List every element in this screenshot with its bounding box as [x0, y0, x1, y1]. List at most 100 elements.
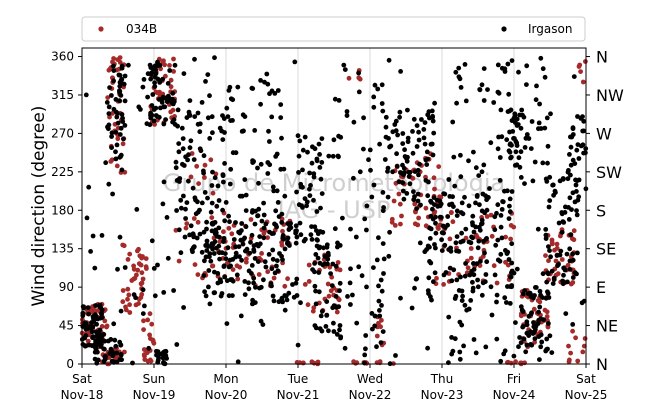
data-point-irgason: [209, 183, 215, 188]
data-point-irgason: [122, 265, 128, 270]
data-point-034b: [398, 221, 403, 227]
y-tick-label: 135: [51, 242, 74, 256]
data-point-irgason: [221, 239, 226, 245]
data-point-034b: [171, 69, 177, 74]
data-point-irgason: [502, 69, 508, 74]
data-point-irgason: [223, 256, 229, 262]
data-point-irgason: [208, 209, 214, 215]
data-point-irgason: [171, 117, 177, 123]
x-tick-date: Nov-19: [133, 388, 176, 402]
data-point-irgason: [112, 337, 118, 343]
data-point-irgason: [494, 336, 500, 342]
data-point-irgason: [495, 257, 501, 263]
data-point-034b: [265, 269, 271, 275]
data-point-irgason: [307, 186, 312, 192]
data-point-irgason: [205, 195, 210, 201]
data-point-irgason: [364, 203, 370, 209]
data-point-irgason: [361, 146, 366, 152]
compass-direction-axis: N NE E SE S SW W NW N: [586, 48, 624, 374]
compass-label: NE: [596, 317, 618, 336]
data-point-irgason: [439, 230, 445, 236]
data-point-irgason: [537, 288, 543, 294]
data-point-irgason: [218, 293, 224, 299]
data-point-irgason: [479, 292, 485, 298]
data-point-irgason: [313, 288, 318, 294]
data-point-irgason: [258, 101, 263, 107]
data-point-irgason: [184, 200, 190, 206]
data-point-irgason: [266, 252, 272, 257]
data-point-irgason: [542, 125, 548, 131]
data-point-irgason: [285, 235, 291, 241]
data-point-irgason: [494, 292, 500, 298]
data-point-irgason: [417, 240, 423, 246]
data-point-irgason: [502, 295, 508, 301]
data-point-irgason: [530, 331, 536, 336]
data-point-irgason: [348, 302, 353, 307]
data-point-034b: [168, 84, 174, 90]
data-point-034b: [396, 191, 402, 197]
data-point-irgason: [317, 152, 322, 157]
data-point-irgason: [242, 292, 248, 297]
data-point-irgason: [150, 92, 156, 97]
data-point-irgason: [287, 222, 292, 228]
data-point-irgason: [425, 156, 430, 162]
data-point-irgason: [390, 169, 395, 175]
data-point-irgason: [220, 172, 226, 178]
data-point-irgason: [479, 221, 485, 226]
data-point-irgason: [253, 284, 258, 290]
data-point-irgason: [381, 256, 387, 262]
data-point-irgason: [239, 193, 245, 199]
data-point-irgason: [261, 212, 267, 218]
data-point-irgason: [154, 348, 159, 354]
data-point-irgason: [371, 94, 377, 100]
data-point-irgason: [83, 92, 89, 98]
data-point-034b: [305, 302, 311, 308]
legend-label-irgason: Irgason: [528, 22, 572, 36]
data-point-irgason: [316, 141, 322, 147]
data-point-irgason: [183, 216, 189, 221]
data-point-034b: [434, 275, 439, 281]
data-point-irgason: [426, 275, 432, 281]
data-point-irgason: [271, 298, 277, 304]
data-point-034b: [325, 281, 331, 287]
data-point-irgason: [117, 83, 123, 89]
data-point-irgason: [118, 154, 123, 160]
data-point-irgason: [430, 216, 436, 222]
data-point-irgason: [205, 72, 211, 77]
data-point-034b: [416, 215, 421, 221]
data-point-irgason: [509, 58, 515, 63]
data-point-irgason: [481, 98, 487, 103]
data-point-irgason: [479, 217, 485, 223]
data-point-irgason: [401, 166, 407, 171]
data-point-irgason: [531, 324, 537, 330]
data-point-irgason: [279, 220, 285, 225]
data-point-irgason: [238, 313, 244, 319]
data-point-irgason: [113, 149, 118, 155]
data-point-irgason: [199, 249, 205, 255]
data-point-irgason: [216, 250, 222, 256]
data-point-irgason: [316, 270, 322, 275]
data-point-irgason: [195, 110, 201, 116]
data-point-irgason: [204, 219, 210, 225]
data-point-irgason: [140, 311, 146, 316]
data-point-irgason: [567, 195, 573, 201]
data-point-irgason: [313, 301, 319, 307]
data-point-irgason: [518, 149, 524, 155]
data-point-irgason: [405, 107, 410, 113]
data-point-irgason: [324, 299, 330, 304]
data-point-irgason: [230, 118, 235, 123]
data-point-irgason: [543, 236, 549, 242]
data-point-irgason: [570, 322, 576, 327]
data-point-irgason: [447, 194, 453, 199]
data-point-irgason: [520, 324, 526, 330]
data-point-irgason: [118, 352, 124, 358]
data-point-irgason: [117, 73, 123, 78]
data-point-034b: [441, 282, 446, 287]
data-point-034b: [143, 256, 149, 261]
y-tick-label: 225: [51, 165, 74, 179]
data-point-irgason: [92, 265, 98, 271]
data-point-irgason: [567, 266, 573, 272]
data-point-irgason: [249, 232, 255, 238]
data-point-irgason: [460, 293, 465, 299]
data-point-034b: [559, 257, 565, 262]
